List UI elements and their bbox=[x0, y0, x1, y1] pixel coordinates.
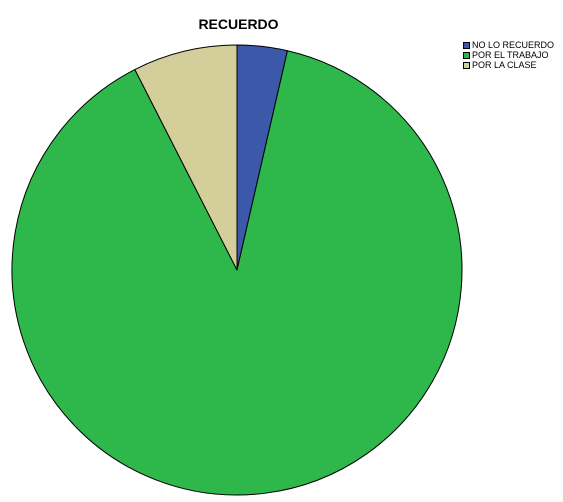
legend-label: POR LA CLASE bbox=[472, 60, 537, 70]
pie-slice-por-la-clase bbox=[134, 44, 238, 271]
legend-entry: NO LO RECUERDO bbox=[463, 40, 554, 50]
pie-slice-por-el-trabajo bbox=[11, 50, 463, 496]
chart-title: RECUERDO bbox=[198, 16, 279, 32]
legend-label: POR EL TRABAJO bbox=[472, 50, 549, 60]
legend-swatch bbox=[463, 41, 470, 49]
legend-swatch bbox=[463, 51, 470, 59]
legend: NO LO RECUERDO POR EL TRABAJO POR LA CLASE bbox=[463, 40, 554, 70]
legend-entry: POR EL TRABAJO bbox=[463, 50, 554, 60]
legend-label: NO LO RECUERDO bbox=[472, 40, 555, 50]
legend-swatch bbox=[463, 61, 470, 69]
legend-entry: POR LA CLASE bbox=[463, 60, 554, 70]
